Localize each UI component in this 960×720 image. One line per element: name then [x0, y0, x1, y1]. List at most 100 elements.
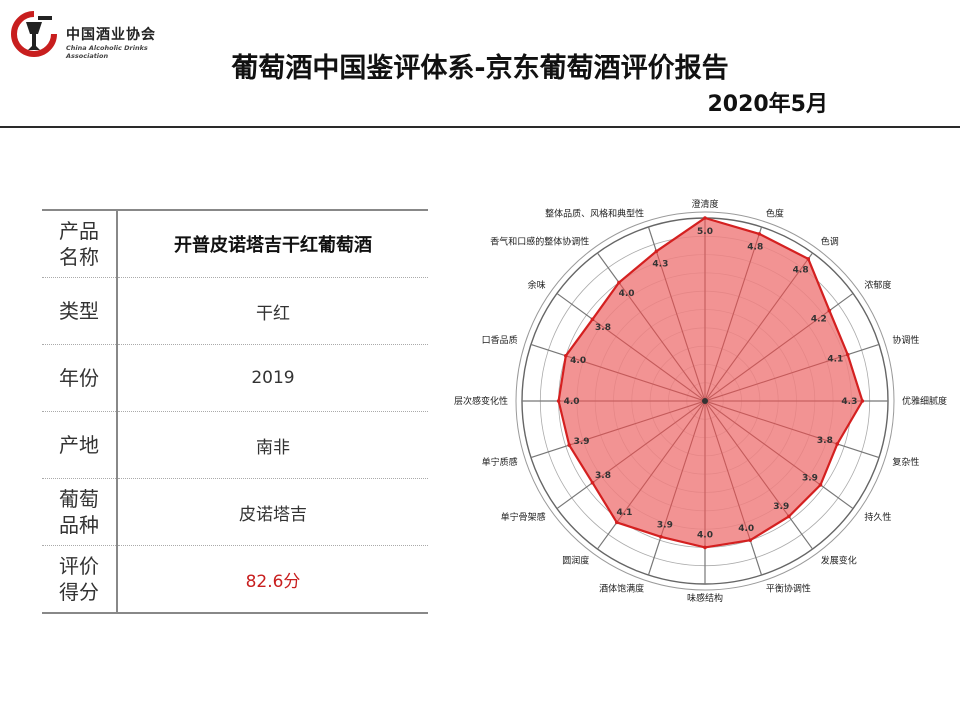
axis-label: 色度: [766, 208, 784, 220]
axis-spoke-inner: [704, 400, 790, 517]
axis-label: 口香品质: [482, 334, 518, 346]
value-label: 4.1: [827, 355, 843, 365]
value-label: 4.0: [697, 530, 713, 540]
axis-spoke-inner: [592, 318, 706, 402]
data-point: [590, 480, 595, 485]
axis-label: 澄清度: [691, 198, 718, 210]
axis-label: 浓郁度: [864, 279, 891, 291]
value-label: 4.3: [841, 397, 857, 407]
data-point: [787, 514, 791, 519]
header-divider: [0, 126, 960, 128]
axis-label: 余味: [528, 279, 546, 291]
axis-spoke-inner: [565, 355, 706, 402]
axis-label: 持久性: [864, 511, 891, 523]
axis-label: 酒体饱满度: [599, 582, 644, 594]
data-point: [563, 353, 568, 358]
logo-en-text: China Alcoholic Drinks Association: [66, 44, 148, 60]
data-point: [567, 443, 572, 447]
report-date: 2020年5月: [707, 92, 828, 117]
center-point: [702, 398, 708, 404]
data-point: [556, 399, 561, 403]
axis-spoke-inner: [704, 233, 760, 402]
axis-spoke-inner: [704, 354, 848, 402]
axis-label: 优雅细腻度: [902, 395, 947, 407]
value-label: 4.0: [570, 356, 586, 366]
value-label: 4.0: [564, 397, 580, 407]
table-row: 葡萄品种 皮诺塔吉: [42, 478, 428, 546]
association-logo-icon: [11, 11, 57, 57]
value-label: 3.8: [595, 471, 611, 481]
data-point: [703, 545, 707, 550]
value-label: 4.8: [747, 242, 763, 252]
axis-spoke-inner: [569, 400, 706, 446]
axis-spoke-inner: [655, 251, 706, 402]
axis-label: 整体品质、风格和典型性: [545, 208, 644, 220]
radar-chart: 5.0 4.8 4.8 4.2 4.1 4.3 3.8 3.9 3.9 4.0 4.0 3.9 4.1 3…: [454, 198, 947, 604]
axis-label: 层次感变化性: [454, 395, 508, 407]
type-value: 干红: [117, 277, 428, 345]
axis-spoke-inner: [592, 400, 706, 484]
value-label: 3.9: [802, 473, 818, 483]
product-info-table: 产品名称 开普皮诺塔吉干红葡萄酒 类型 干红 年份 2019 产地 南非 葡萄品…: [42, 209, 428, 614]
data-point: [818, 483, 823, 487]
row-label-origin: 产地: [59, 433, 99, 457]
data-point: [748, 538, 753, 543]
data-point: [806, 257, 811, 261]
data-point: [835, 442, 840, 446]
logo: 中国酒业协会 China Alcoholic Drinks Associatio…: [8, 8, 188, 60]
axis-spoke-inner: [704, 400, 821, 486]
axis-spoke-inner: [704, 310, 830, 402]
axis-spoke-inner: [616, 400, 706, 523]
axis-spoke-inner: [704, 400, 751, 541]
axis-label: 单宁骨架感: [501, 511, 546, 523]
axis-label: 单宁质感: [482, 456, 518, 468]
value-label: 4.1: [616, 508, 632, 518]
logo-cn-text: 中国酒业协会: [66, 27, 156, 43]
axis-label: 香气和口感的整体协调性: [490, 236, 589, 248]
data-point: [757, 232, 762, 236]
value-label: 3.9: [657, 520, 673, 530]
product-name-value: 开普皮诺塔吉干红葡萄酒: [117, 210, 428, 278]
table-row: 评价得分 82.6分: [42, 545, 428, 613]
origin-value: 南非: [117, 411, 428, 479]
value-label: 4.0: [738, 524, 754, 534]
value-label: 4.0: [619, 289, 635, 299]
axis-spoke-inner: [704, 400, 838, 445]
data-point: [614, 520, 619, 525]
axis-label: 味感结构: [687, 592, 723, 604]
axis-label: 平衡协调性: [766, 582, 811, 594]
row-label-grape: 葡萄品种: [59, 487, 99, 537]
vintage-value: 2019: [117, 344, 428, 412]
outer-ring: [515, 211, 895, 591]
axis-label: 圆润度: [562, 554, 589, 566]
table-row: 产地 南非: [42, 411, 428, 479]
axis-label: 发展变化: [821, 554, 857, 566]
value-label: 4.2: [811, 314, 827, 324]
data-point: [590, 317, 595, 322]
table-row: 产品名称 开普皮诺塔吉干红葡萄酒: [42, 210, 428, 278]
data-point: [654, 249, 659, 254]
grape-value: 皮诺塔吉: [117, 478, 428, 546]
value-label: 5.0: [697, 227, 713, 237]
value-label: 3.9: [574, 437, 590, 447]
axis-label: 色调: [821, 236, 839, 248]
axis-spoke-inner: [660, 400, 706, 537]
row-label-vintage: 年份: [59, 366, 99, 390]
row-label-type: 类型: [59, 299, 99, 323]
value-label: 3.8: [817, 436, 833, 446]
table-row: 年份 2019: [42, 344, 428, 412]
axis-label: 复杂性: [892, 456, 919, 468]
row-label-product-name: 产品名称: [59, 219, 99, 269]
page-title: 葡萄酒中国鉴评体系-京东葡萄酒评价报告: [231, 53, 729, 84]
score-value: 82.6分: [245, 571, 301, 592]
row-label-score: 评价得分: [59, 554, 99, 604]
data-point: [845, 352, 850, 357]
data-point: [860, 399, 865, 403]
data-point: [617, 280, 621, 285]
axis-spoke-inner: [704, 258, 809, 402]
value-label: 3.9: [773, 502, 789, 512]
data-point: [827, 308, 832, 313]
data-point: [659, 534, 663, 539]
axis-spoke-inner: [618, 282, 706, 402]
axis-label: 协调性: [892, 334, 919, 346]
